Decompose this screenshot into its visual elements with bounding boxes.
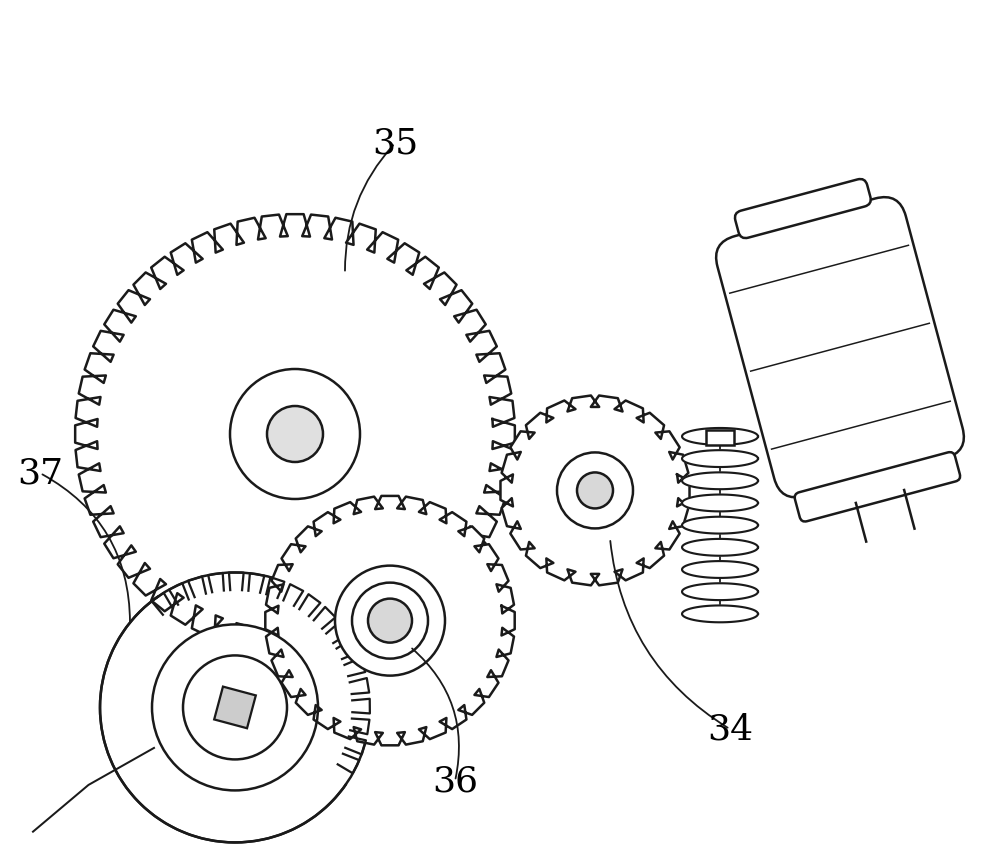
Bar (706, 431, 734, 445)
Polygon shape (682, 583, 758, 600)
Circle shape (183, 655, 287, 760)
Polygon shape (682, 606, 758, 622)
FancyBboxPatch shape (735, 179, 871, 238)
Text: 35: 35 (372, 126, 418, 161)
Polygon shape (265, 496, 515, 746)
Circle shape (335, 566, 445, 675)
Text: 37: 37 (17, 456, 63, 490)
Circle shape (267, 406, 323, 462)
Circle shape (352, 582, 428, 659)
Circle shape (100, 572, 370, 843)
Polygon shape (682, 539, 758, 556)
FancyBboxPatch shape (795, 452, 960, 522)
Circle shape (230, 369, 360, 499)
Polygon shape (500, 396, 690, 585)
FancyBboxPatch shape (716, 197, 964, 497)
Polygon shape (682, 516, 758, 534)
Polygon shape (75, 214, 515, 654)
Polygon shape (682, 561, 758, 578)
Circle shape (577, 472, 613, 509)
Polygon shape (682, 450, 758, 467)
Circle shape (368, 599, 412, 642)
Polygon shape (682, 495, 758, 511)
Polygon shape (682, 428, 758, 444)
Circle shape (557, 452, 633, 529)
Text: 36: 36 (432, 764, 478, 799)
Circle shape (152, 624, 318, 791)
Polygon shape (682, 472, 758, 490)
Text: 34: 34 (707, 712, 753, 746)
Bar (214, 687, 256, 728)
